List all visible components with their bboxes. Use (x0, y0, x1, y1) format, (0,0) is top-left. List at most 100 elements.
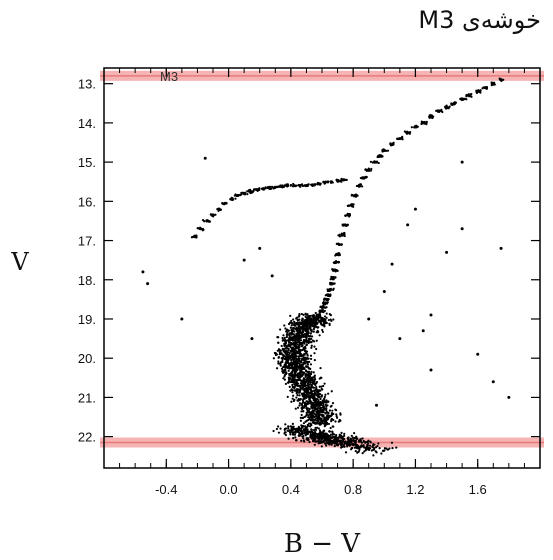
data-point (346, 223, 349, 226)
data-point (298, 367, 301, 370)
data-point (294, 439, 298, 442)
data-point (322, 434, 325, 437)
data-point (308, 392, 311, 395)
data-point (328, 288, 331, 291)
data-point (323, 424, 326, 428)
data-point (326, 435, 330, 439)
data-point (258, 246, 262, 250)
data-point (299, 371, 302, 375)
data-point (373, 447, 376, 450)
data-point (437, 110, 440, 113)
data-point (294, 349, 297, 353)
data-point (298, 352, 302, 355)
data-point (327, 411, 330, 414)
data-point (300, 322, 303, 326)
data-point (302, 439, 305, 442)
x-tick-label: -0.4 (155, 482, 177, 497)
data-point (350, 434, 353, 437)
data-point (281, 336, 284, 340)
y-tick-label: 14. (78, 116, 96, 131)
data-point (331, 402, 335, 405)
data-point (305, 325, 308, 328)
data-point (294, 339, 297, 343)
data-point (307, 338, 310, 341)
data-point (307, 416, 311, 419)
data-point (300, 355, 304, 358)
data-point (307, 402, 310, 405)
data-point (478, 89, 481, 93)
data-point (283, 342, 286, 345)
data-point (302, 429, 306, 432)
data-point (311, 378, 314, 382)
data-point (318, 392, 322, 396)
data-point (301, 405, 304, 408)
data-point (285, 365, 289, 368)
data-point (284, 327, 287, 330)
data-point (348, 440, 351, 443)
data-point (307, 422, 311, 425)
data-point (293, 327, 296, 330)
data-point (285, 330, 288, 333)
data-point (329, 426, 332, 430)
data-point (322, 318, 325, 321)
data-point (288, 374, 291, 377)
data-point (304, 347, 307, 350)
data-point (287, 348, 290, 352)
data-point (283, 374, 286, 377)
data-point (298, 402, 301, 405)
data-point (288, 355, 291, 358)
data-point (285, 346, 288, 350)
chart-title: خوشه‌ی M3 (418, 6, 541, 34)
data-point (491, 380, 495, 384)
data-point (321, 400, 324, 404)
data-point (297, 323, 300, 326)
data-point (303, 184, 306, 187)
data-point (307, 319, 310, 322)
data-point (283, 336, 286, 339)
data-point (293, 330, 296, 333)
data-point (350, 448, 353, 451)
data-point (286, 328, 289, 331)
data-point (332, 318, 335, 321)
data-point (296, 329, 299, 332)
data-point (327, 392, 330, 395)
data-point (301, 333, 304, 336)
data-point (316, 322, 319, 325)
data-point (342, 178, 345, 182)
data-point (288, 385, 291, 388)
data-point (316, 415, 320, 419)
data-point (410, 126, 413, 129)
data-point (298, 434, 301, 438)
data-point (460, 227, 464, 231)
data-point (366, 444, 369, 447)
data-point (292, 437, 295, 440)
data-point (341, 436, 344, 440)
data-point (309, 328, 312, 331)
data-point (331, 435, 334, 438)
data-point (324, 422, 327, 425)
y-tick-label: 21. (78, 390, 96, 405)
data-point (447, 107, 450, 110)
data-point (306, 313, 309, 316)
data-point (308, 383, 311, 386)
data-point (299, 185, 302, 188)
data-point (297, 339, 301, 343)
data-point (327, 441, 331, 444)
data-point (318, 334, 321, 337)
data-point (314, 389, 317, 392)
data-point (342, 223, 346, 226)
data-point (373, 443, 376, 446)
data-point (299, 416, 302, 419)
data-point (314, 419, 317, 422)
data-point (287, 425, 290, 428)
data-point (317, 427, 320, 430)
data-point (288, 333, 291, 336)
data-point (285, 344, 288, 348)
data-point (289, 326, 292, 329)
data-point (309, 332, 312, 335)
data-point (381, 155, 384, 158)
data-point (298, 318, 301, 321)
y-tick-label: 18. (78, 273, 96, 288)
data-point (297, 425, 300, 429)
data-point (324, 306, 327, 309)
